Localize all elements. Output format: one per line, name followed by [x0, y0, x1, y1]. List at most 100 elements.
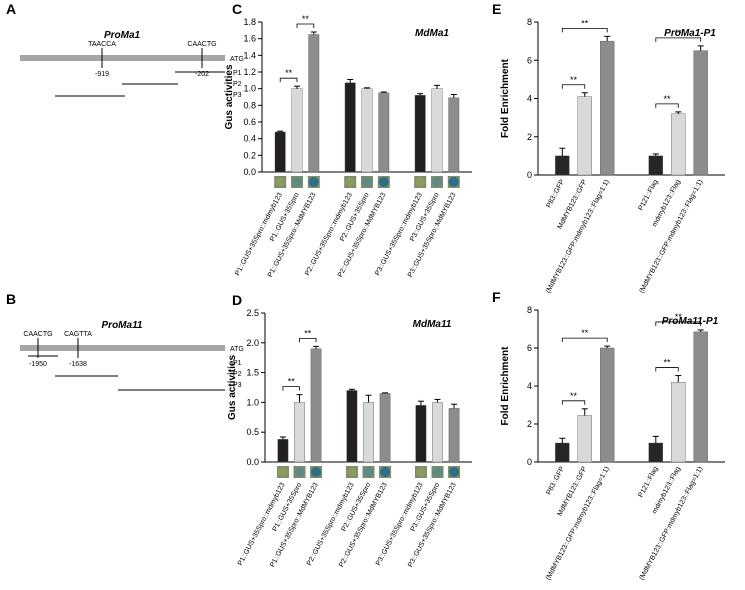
- gus-stain: [346, 467, 357, 477]
- gus-stain: [362, 177, 372, 187]
- y-tick-label: 1.2: [243, 67, 256, 77]
- gus-stain: [415, 177, 426, 187]
- error-bar: [310, 31, 317, 35]
- motif-position: -919: [95, 71, 109, 78]
- bar: [671, 382, 686, 463]
- diagram-title: ProMa11: [102, 320, 143, 331]
- significance-bracket: [561, 337, 608, 343]
- bar: [693, 50, 708, 176]
- error-bar: [296, 394, 303, 403]
- error-bar: [697, 45, 704, 51]
- bar: [555, 155, 570, 176]
- y-tick-label: 8: [527, 305, 532, 315]
- bar: [415, 405, 427, 463]
- gus-stain: [311, 467, 322, 477]
- significance-bracket: [655, 321, 702, 326]
- significance-label: **: [285, 68, 293, 78]
- promoter-bar: [20, 55, 225, 61]
- error-bar: [697, 329, 704, 332]
- bar: [379, 393, 391, 463]
- y-axis-label: Gus activities: [224, 64, 235, 129]
- y-tick-label: 1.0: [246, 397, 259, 407]
- gus-stain: [449, 467, 460, 477]
- y-tick-label: 1.5: [246, 368, 259, 378]
- atg-label: ATG: [230, 56, 244, 63]
- error-bar: [604, 35, 611, 42]
- x-tick-label: P83::GFP: [545, 178, 566, 209]
- significance-bracket: [655, 367, 679, 372]
- chart-title: ProMa1-P1: [664, 28, 716, 39]
- error-bar: [348, 388, 355, 391]
- gus-stain: [294, 467, 305, 477]
- bar: [344, 82, 356, 173]
- x-tick-label: P121::Flag: [637, 466, 659, 499]
- motif-position: -202: [195, 71, 209, 78]
- bar: [414, 95, 426, 173]
- significance-label: **: [581, 18, 589, 28]
- bar: [291, 88, 303, 173]
- significance-label: **: [664, 94, 672, 104]
- significance-label: **: [664, 358, 672, 368]
- bar: [693, 331, 708, 463]
- error-bar: [294, 85, 300, 89]
- fragment-label: P2: [233, 81, 242, 88]
- error-bar: [434, 84, 440, 89]
- bar: [431, 88, 443, 173]
- error-bar: [313, 345, 320, 349]
- chart-title: MdMa11: [413, 319, 452, 330]
- bar: [600, 347, 615, 463]
- chart-title: MdMa1: [415, 28, 449, 39]
- error-bar: [652, 435, 659, 443]
- error-bar: [581, 408, 588, 416]
- y-tick-label: 0.2: [243, 150, 256, 160]
- y-tick-label: 0.4: [243, 134, 256, 144]
- y-tick-label: 1.4: [243, 50, 256, 60]
- panel-label: E: [492, 1, 501, 17]
- bar: [378, 92, 390, 173]
- fragment-label: P3: [233, 92, 242, 99]
- error-bar: [279, 436, 286, 440]
- gus-stain: [448, 177, 459, 187]
- y-tick-label: 0.8: [243, 100, 256, 110]
- y-tick-label: 0.0: [243, 167, 256, 177]
- y-tick-label: 2.0: [246, 338, 259, 348]
- error-bar: [347, 79, 354, 83]
- bar: [363, 402, 374, 463]
- y-tick-label: 1.6: [243, 34, 256, 44]
- significance-bracket: [282, 386, 300, 391]
- error-bar: [652, 153, 659, 156]
- bar: [671, 113, 686, 176]
- x-tick-label: P83::GFP: [545, 465, 566, 496]
- fragment-label: P1: [233, 70, 242, 77]
- significance-bracket: [561, 400, 586, 405]
- atg-label: ATG: [230, 346, 244, 353]
- y-tick-label: 0.0: [246, 457, 259, 467]
- significance-label: **: [302, 14, 310, 24]
- significance-label: **: [675, 28, 683, 38]
- gus-stain: [275, 177, 286, 187]
- bar: [277, 439, 289, 463]
- error-bar: [417, 93, 424, 96]
- y-tick-label: 6: [527, 343, 532, 353]
- significance-label: **: [570, 391, 578, 401]
- error-bar: [559, 437, 566, 443]
- gus-stain: [380, 467, 391, 477]
- significance-label: **: [675, 312, 683, 322]
- y-tick-label: 0: [527, 170, 532, 180]
- panel-label: F: [492, 289, 501, 305]
- significance-bracket: [279, 77, 298, 83]
- error-bar: [382, 392, 389, 394]
- diagram-title: ProMa1: [104, 30, 141, 41]
- significance-bracket: [655, 103, 679, 108]
- gus-stain: [345, 177, 356, 187]
- motif-name: TAACCA: [88, 41, 116, 48]
- error-bar: [559, 147, 566, 156]
- y-tick-label: 4: [527, 94, 532, 104]
- error-bar: [450, 94, 457, 98]
- y-tick-label: 0.5: [246, 427, 259, 437]
- bar: [432, 402, 443, 463]
- y-axis-label: Gus activities: [227, 355, 238, 420]
- y-tick-label: 2: [527, 132, 532, 142]
- error-bar: [417, 400, 424, 406]
